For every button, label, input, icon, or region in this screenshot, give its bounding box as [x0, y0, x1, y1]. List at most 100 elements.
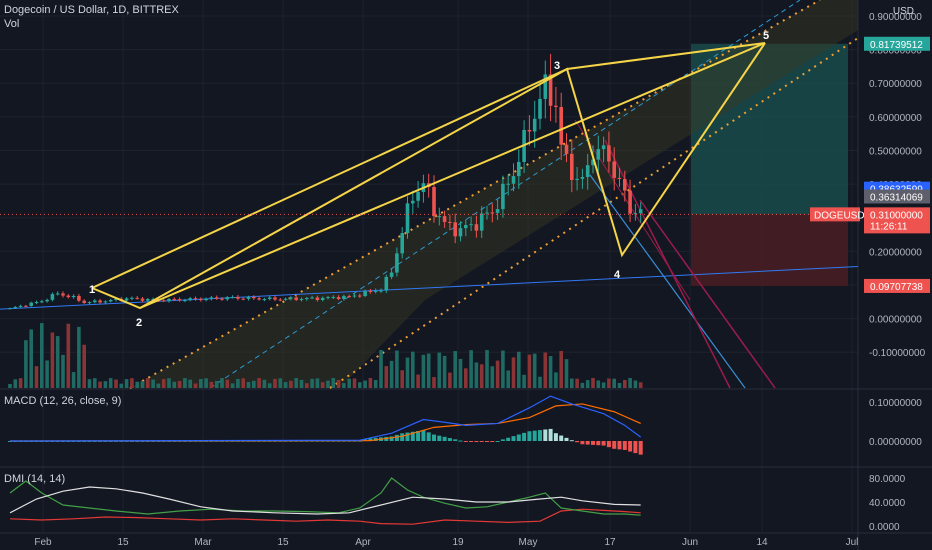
volume-bar: [252, 380, 256, 388]
time-tick-label: 15: [117, 537, 129, 548]
dmi-minus-line: [9, 508, 641, 525]
volume-bar: [87, 379, 92, 388]
candle-body: [114, 298, 118, 300]
volume-bar: [591, 378, 595, 388]
wave-connector-3-5: [566, 42, 766, 70]
volume-bar: [151, 379, 155, 388]
volume-bar: [363, 380, 367, 388]
volume-bar: [474, 362, 479, 388]
macd-hist-bar: [453, 439, 458, 441]
price-tag: [864, 278, 930, 293]
candle-body: [373, 290, 378, 292]
candle-body: [336, 297, 341, 300]
volume-bar: [416, 374, 420, 388]
candle-body: [299, 299, 304, 301]
macd-hist-bar: [389, 436, 394, 441]
candle-body: [591, 159, 595, 166]
macd-hist-bar: [426, 432, 431, 441]
candle-body: [71, 295, 76, 298]
candle-body: [511, 176, 516, 184]
volume-bar: [400, 370, 404, 388]
volume-bar: [77, 326, 81, 388]
macd-hist-bar: [601, 441, 606, 446]
volume-bar: [93, 378, 97, 388]
candle-body: [575, 178, 579, 181]
candle-body: [633, 213, 638, 215]
macd-line: [9, 395, 642, 442]
target-zone: [691, 43, 848, 215]
volume-bar: [426, 353, 431, 388]
macd-hist-bar: [442, 436, 447, 441]
volume-bar: [34, 366, 39, 388]
candle-body: [177, 299, 182, 301]
candle-body: [501, 183, 505, 210]
volume-bar: [177, 380, 182, 388]
volume-bar: [294, 378, 298, 388]
volume-bar: [220, 378, 224, 388]
volume-bar: [511, 357, 516, 388]
candle-body: [411, 200, 415, 204]
volume-bar: [596, 380, 601, 388]
volume-bar: [225, 379, 230, 388]
candle-body: [34, 302, 39, 304]
candle-body: [214, 297, 219, 299]
candle-body: [188, 298, 192, 301]
macd-hist-bar: [538, 430, 542, 441]
candle-body: [474, 224, 479, 231]
macd-hist-bar: [564, 437, 569, 441]
candle-body: [485, 212, 489, 214]
candle-body: [448, 221, 452, 223]
volume-bar: [140, 381, 145, 388]
stop-zone: [691, 214, 848, 286]
candle-body: [246, 296, 251, 299]
candle-body: [252, 296, 256, 299]
macd-label: MACD (12, 26, close, 9): [4, 395, 122, 407]
volume-bar: [71, 372, 76, 388]
volume-bar: [564, 359, 569, 388]
candle-body: [479, 213, 484, 231]
volume-bar: [379, 350, 383, 388]
candle-body: [103, 301, 108, 303]
candle-body: [262, 299, 267, 301]
candle-body: [82, 300, 86, 303]
volume-bar: [532, 353, 537, 388]
axis-unit: USD: [892, 6, 914, 17]
macd-hist-bar: [633, 441, 638, 454]
price-tick-label: 0.80000000: [869, 46, 922, 57]
candle-body: [257, 298, 261, 300]
macd-hist-bar: [622, 441, 627, 450]
candle-body: [236, 296, 240, 299]
volume-bar: [114, 379, 118, 388]
candle-body: [495, 209, 500, 213]
candle-body: [559, 106, 563, 145]
candle-body: [368, 291, 373, 293]
candle-body: [326, 297, 330, 299]
candle-body: [24, 305, 28, 307]
volume-bar: [368, 378, 373, 388]
candle-body: [50, 294, 55, 300]
channel-upper-line: [129, 0, 821, 389]
candle-body: [442, 216, 447, 222]
volume-bar: [331, 378, 336, 388]
volume-bar: [45, 360, 49, 388]
price-tag: [864, 207, 930, 234]
macd-hist-bar: [405, 432, 410, 441]
macd-hist-bar: [458, 440, 463, 442]
volume-bar: [146, 378, 150, 388]
macd-hist-bar: [447, 438, 452, 441]
macd-hist-bar: [463, 441, 468, 442]
wave-label: 2: [136, 317, 142, 329]
candle-body: [538, 98, 542, 119]
volume-bar: [183, 378, 187, 388]
volume-bar: [241, 378, 245, 388]
candle-body: [29, 302, 33, 306]
channel-lower-line: [329, 37, 859, 389]
volume-bar: [209, 381, 214, 388]
price-tag: [864, 189, 930, 204]
candle-body: [55, 293, 60, 295]
price-tag-text: 0.31000000: [870, 210, 923, 221]
wave-label: 5: [763, 30, 769, 42]
candle-body: [146, 299, 150, 301]
volume-bar: [485, 350, 489, 388]
